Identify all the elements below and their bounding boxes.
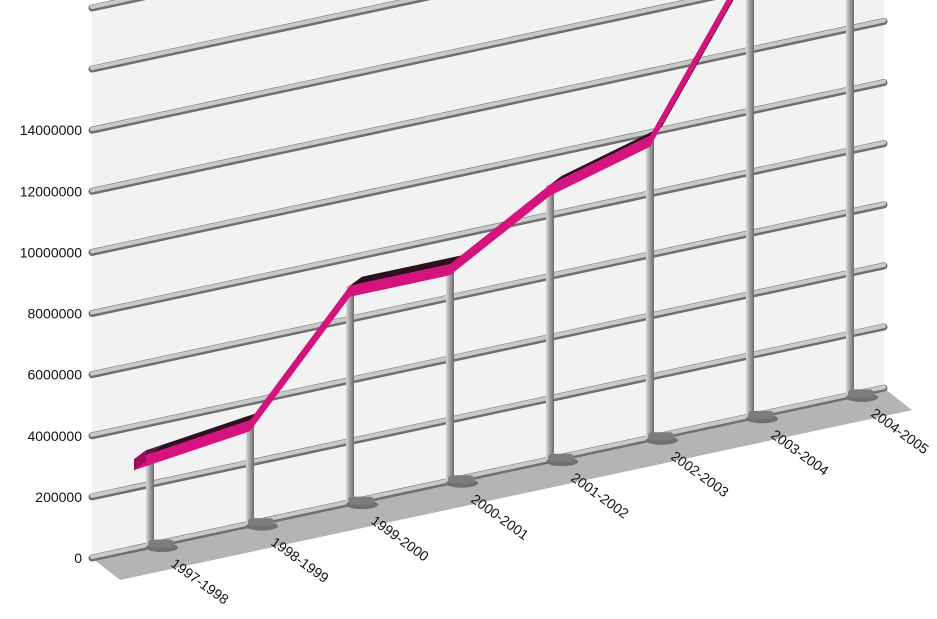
x-tick-label: 1997-1998 [168,555,232,607]
x-tick-label: 2003-2004 [768,426,832,478]
data-post [646,135,654,437]
ribbon-front-segment [350,264,450,297]
ribbon-top-segment [350,255,462,286]
data-post [846,0,854,394]
y-tick-label: 14000000 [20,122,83,138]
x-tick-label: 1999-2000 [368,512,432,564]
gridline [90,0,420,71]
x-tick-label: 1998-1999 [268,534,332,586]
y-axis-labels: 0 200000 4000000 6000000 8000000 10000000 1200… [20,122,83,566]
ribbon-front-segment [650,0,733,147]
post-foot-bar [148,539,174,548]
data-post [746,0,754,415]
y-tick-label: 0 [74,550,82,566]
ribbon-top-segment [150,411,262,454]
data-posts [146,0,878,553]
data-ribbon [134,0,734,471]
back-wall [92,0,884,558]
floor [92,388,912,580]
chart-floor [92,388,912,580]
ribbon-front-segment [450,184,550,276]
data-post [346,285,354,501]
y-tick-label: 8000000 [27,306,82,322]
data-post [146,453,154,544]
y-tick-label: 4000000 [27,428,82,444]
x-tick-label: 2004-2005 [868,405,932,457]
ribbon-front-segment [150,420,250,465]
post-foot-bar [248,518,274,527]
post-foot-bar [748,410,774,419]
post-foot-bar [448,475,474,484]
y-tick-label: 6000000 [27,367,82,383]
gridline [90,0,704,132]
y-tick-label: 200000 [35,489,82,505]
chart-back-wall [92,0,884,558]
y-tick-label: 10000000 [20,244,83,260]
post-foot-bar [548,453,574,462]
post-foot-bar [348,496,374,505]
x-tick-label: 2001-2002 [568,469,632,521]
x-tick-label: 2002-2003 [668,448,732,500]
data-post [446,264,454,480]
x-tick-label: 2000-2001 [468,491,532,543]
data-post [246,420,254,523]
ribbon-cap-start [134,450,146,471]
data-post [546,184,554,458]
post-foot-bar [648,432,674,441]
ribbon-top-segment [550,126,662,185]
ribbon-front-segment [550,135,650,196]
ribbon-front-segment [250,285,350,432]
post-foot-bar [848,389,874,398]
y-tick-label: 12000000 [20,183,83,199]
